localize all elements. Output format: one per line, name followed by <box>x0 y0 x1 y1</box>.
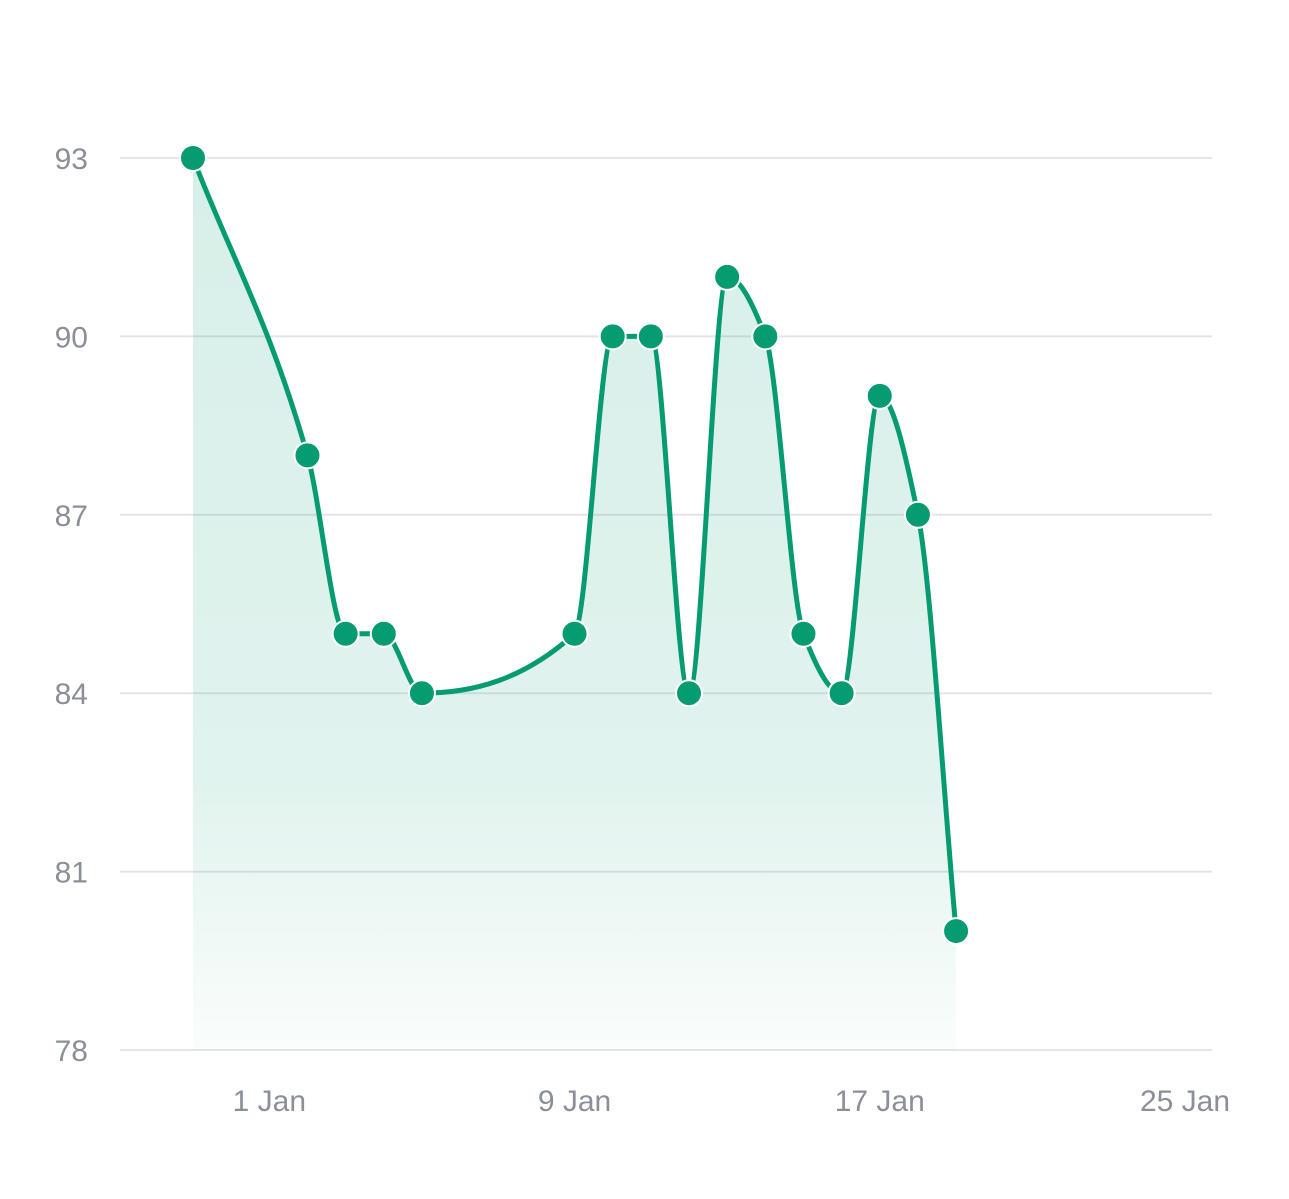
data-point[interactable] <box>179 144 207 172</box>
data-point[interactable] <box>865 381 894 410</box>
data-point[interactable] <box>293 441 322 470</box>
x-tick-label: 1 Jan <box>233 1085 306 1118</box>
data-point[interactable] <box>636 322 665 351</box>
y-tick-label: 84 <box>55 678 88 711</box>
x-tick-label: 9 Jan <box>538 1085 611 1118</box>
x-tick-label: 17 Jan <box>835 1085 925 1118</box>
data-point[interactable] <box>751 322 780 351</box>
y-tick-label: 90 <box>55 321 88 354</box>
data-point[interactable] <box>407 679 436 708</box>
y-tick-label: 93 <box>55 143 88 176</box>
y-tick-label: 87 <box>55 500 88 533</box>
data-point[interactable] <box>598 322 627 351</box>
x-axis: 1 Jan 9 Jan 17 Jan 25 Jan <box>233 1085 1230 1118</box>
x-tick-label: 25 Jan <box>1140 1085 1230 1118</box>
y-tick-label: 81 <box>55 857 88 890</box>
data-point[interactable] <box>942 917 971 946</box>
data-point[interactable] <box>331 619 360 648</box>
data-point[interactable] <box>827 679 856 708</box>
y-axis: 78 81 84 87 90 93 <box>55 143 88 1068</box>
data-point[interactable] <box>369 619 398 648</box>
data-point[interactable] <box>789 619 818 648</box>
data-point[interactable] <box>560 619 589 648</box>
plot-area <box>179 144 971 1050</box>
series-area-fill <box>193 158 957 1050</box>
y-tick-label: 78 <box>55 1035 88 1068</box>
data-point[interactable] <box>713 262 742 291</box>
data-point[interactable] <box>903 500 932 529</box>
data-point[interactable] <box>675 679 703 708</box>
